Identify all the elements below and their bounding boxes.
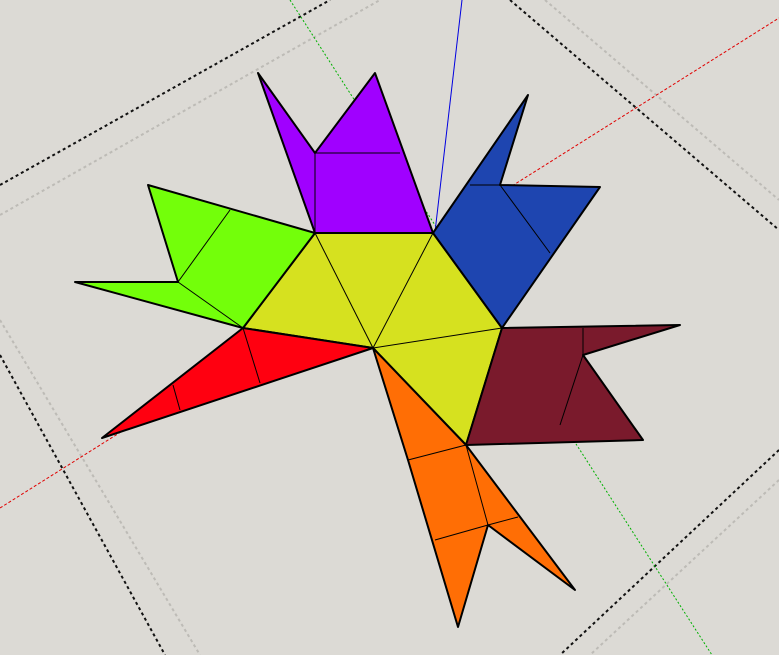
- fold-line: [242, 232, 316, 329]
- fold-line: [499, 184, 551, 254]
- fold-line: [172, 384, 181, 411]
- fold-line: [314, 232, 374, 349]
- fold-lines: [172, 152, 584, 541]
- grid-line: [0, 354, 166, 655]
- grid-line: [0, 0, 331, 186]
- fold-line: [242, 327, 261, 384]
- fold-line: [407, 444, 467, 461]
- fold-line: [372, 232, 434, 349]
- fold-line: [372, 327, 503, 349]
- fold-line: [177, 209, 231, 283]
- grid-line: [0, 319, 201, 655]
- folded-net[interactable]: [74, 72, 681, 628]
- red-face[interactable]: [101, 327, 374, 439]
- fold-line: [487, 516, 519, 526]
- green-face[interactable]: [74, 184, 316, 329]
- grid-line: [589, 479, 779, 655]
- fold-line: [432, 232, 503, 329]
- grid-line: [509, 0, 779, 231]
- grid-line: [544, 0, 779, 201]
- grid-line: [559, 449, 779, 655]
- fold-line: [177, 281, 244, 329]
- grid-line: [0, 0, 381, 216]
- blue-axis: [434, 0, 463, 233]
- fold-line: [434, 524, 489, 541]
- fold-line: [465, 444, 489, 526]
- fold-line: [559, 354, 584, 426]
